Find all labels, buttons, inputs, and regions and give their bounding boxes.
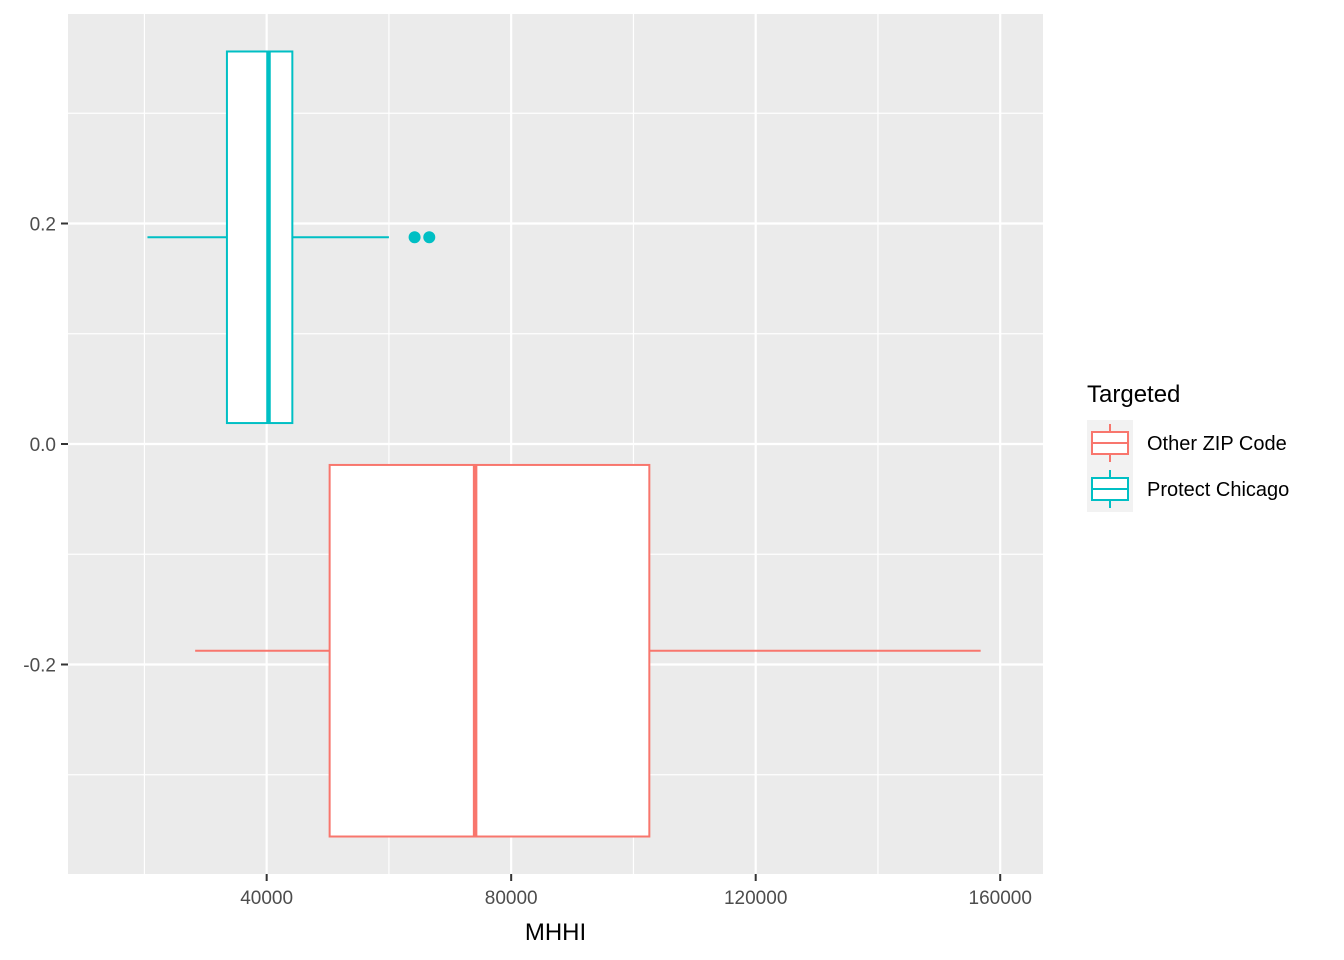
box-iqr: [328, 463, 651, 838]
x-tick-label: 80000: [485, 888, 538, 909]
boxplot-layer: [147, 50, 981, 838]
x-axis-title: MHHI: [525, 919, 586, 946]
legend: Targeted Other ZIP Code Protect Chicago: [1087, 381, 1289, 512]
x-tick-label: 40000: [240, 888, 293, 909]
x-tick-label: 120000: [724, 888, 787, 909]
y-tick-label: 0.2: [30, 214, 56, 235]
legend-entry: Protect Chicago: [1087, 466, 1289, 512]
axis-ticks: [61, 222, 1002, 881]
outlier-point: [408, 231, 421, 244]
outlier-point: [423, 231, 436, 244]
box-iqr: [225, 50, 294, 425]
legend-label: Protect Chicago: [1147, 479, 1289, 501]
box-protect-chicago: [147, 50, 436, 425]
legend-entry: Other ZIP Code: [1087, 420, 1287, 466]
legend-label: Other ZIP Code: [1147, 433, 1287, 455]
y-tick-label: 0.0: [30, 435, 56, 456]
axis-tick-labels: 40000 80000 120000 160000 -0.2 0.0 0.2: [23, 214, 1032, 909]
legend-keys: Other ZIP Code Protect Chicago: [1087, 420, 1289, 512]
legend-title: Targeted: [1087, 381, 1180, 408]
x-tick-label: 160000: [969, 888, 1032, 909]
box-other-zip-code: [195, 463, 981, 838]
y-tick-label: -0.2: [23, 656, 56, 677]
